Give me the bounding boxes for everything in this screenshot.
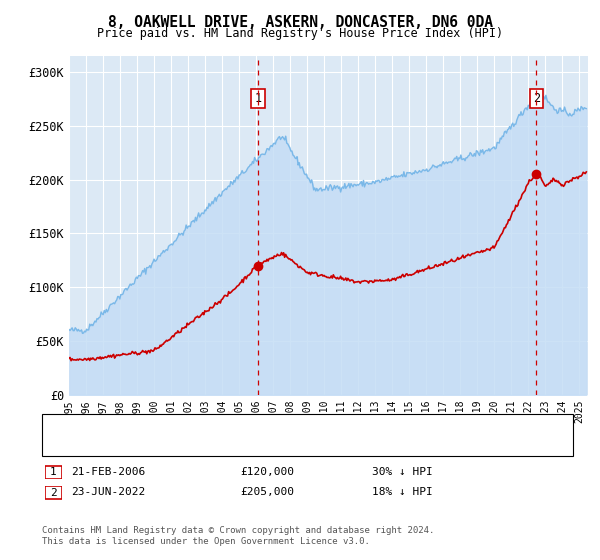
Text: 18% ↓ HPI: 18% ↓ HPI (372, 487, 433, 497)
Text: 1: 1 (50, 468, 57, 477)
FancyBboxPatch shape (45, 486, 62, 499)
Text: 23-JUN-2022: 23-JUN-2022 (71, 487, 145, 497)
Text: 21-FEB-2006: 21-FEB-2006 (71, 466, 145, 477)
Text: 30% ↓ HPI: 30% ↓ HPI (372, 466, 433, 477)
Text: HPI: Average price, detached house, Doncaster: HPI: Average price, detached house, Donc… (86, 440, 356, 450)
Text: Price paid vs. HM Land Registry's House Price Index (HPI): Price paid vs. HM Land Registry's House … (97, 27, 503, 40)
Text: 8, OAKWELL DRIVE, ASKERN, DONCASTER, DN6 0DA: 8, OAKWELL DRIVE, ASKERN, DONCASTER, DN6… (107, 15, 493, 30)
Text: Contains HM Land Registry data © Crown copyright and database right 2024.
This d: Contains HM Land Registry data © Crown c… (42, 526, 434, 546)
Text: £205,000: £205,000 (240, 487, 294, 497)
Text: 8, OAKWELL DRIVE, ASKERN, DONCASTER, DN6 0DA (detached house): 8, OAKWELL DRIVE, ASKERN, DONCASTER, DN6… (86, 421, 452, 431)
Text: 2: 2 (533, 92, 540, 105)
FancyBboxPatch shape (45, 466, 62, 479)
Text: 2: 2 (50, 488, 57, 497)
Text: 1: 1 (254, 92, 262, 105)
Text: £120,000: £120,000 (240, 466, 294, 477)
